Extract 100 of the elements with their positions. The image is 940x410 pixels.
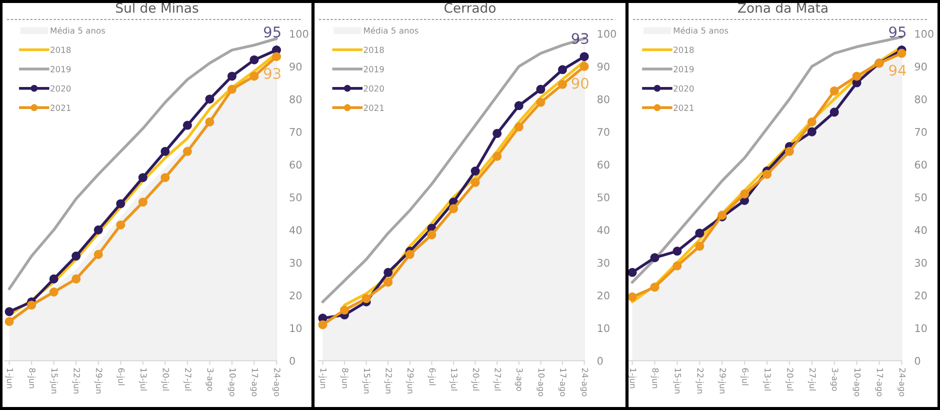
chart-title: Cerrado xyxy=(444,2,496,13)
x-tick-label: 3-ago xyxy=(206,368,214,391)
point xyxy=(405,250,414,259)
point xyxy=(784,146,794,156)
legend-label: 2019 xyxy=(364,66,384,72)
y-tick-label: 10 xyxy=(598,324,610,332)
x-tick-label: 15-jun xyxy=(362,368,370,394)
x-tick-label: 27-jul xyxy=(493,368,502,390)
point xyxy=(362,294,371,304)
point xyxy=(470,178,480,187)
x-tick-label: 3-ago xyxy=(514,368,523,391)
point xyxy=(852,72,862,81)
y-tick-label: 20 xyxy=(914,292,927,300)
point xyxy=(4,307,14,316)
y-tick-label: 50 xyxy=(915,193,927,202)
point xyxy=(672,261,682,270)
point xyxy=(650,253,660,262)
y-tick-label: 0 xyxy=(914,356,920,365)
point xyxy=(740,189,750,198)
x-tick-label: 1-jun xyxy=(628,368,636,388)
y-tick-label: 100 xyxy=(290,30,308,38)
point xyxy=(182,120,192,130)
x-tick-label: 27-jul xyxy=(183,368,192,390)
point xyxy=(672,246,682,256)
point xyxy=(427,230,436,240)
point xyxy=(116,199,126,208)
legend-label: Média 5 anos xyxy=(364,26,418,34)
legend-label: 2021 xyxy=(50,104,70,111)
point xyxy=(72,252,81,261)
y-tick-label: 40 xyxy=(290,226,302,234)
point xyxy=(27,300,36,310)
point xyxy=(807,117,816,127)
legend-label: Média 5 anos xyxy=(674,26,728,34)
chart-title: Sul de Minas xyxy=(116,2,198,13)
point xyxy=(536,84,546,94)
point xyxy=(514,122,524,132)
point xyxy=(205,117,214,127)
x-tick-label: 15-jun xyxy=(50,368,58,394)
y-tick-label: 70 xyxy=(915,128,927,136)
legend-label: 2018 xyxy=(50,46,71,53)
point xyxy=(340,306,350,315)
y-tick-label: 100 xyxy=(915,30,934,38)
x-tick-label: 3-ago xyxy=(830,368,838,391)
x-tick-label: 22-jun xyxy=(384,368,392,394)
legend-label: 2019 xyxy=(50,66,71,72)
x-tick-label: 13-jul xyxy=(762,368,772,390)
annotation: 90 xyxy=(572,78,588,89)
point xyxy=(830,86,839,96)
x-tick-label: 24-ago xyxy=(580,368,588,396)
point xyxy=(49,274,58,284)
y-tick-label: 0 xyxy=(597,356,603,365)
point xyxy=(138,173,148,182)
point xyxy=(492,128,502,138)
point xyxy=(650,282,660,292)
y-tick-label: 80 xyxy=(598,95,610,104)
x-tick-label: 24-ago xyxy=(272,368,280,396)
legend-label: 2018 xyxy=(364,46,384,53)
legend-label: 2020 xyxy=(674,85,694,92)
x-tick-label: 22-jun xyxy=(72,368,80,394)
point xyxy=(94,250,103,259)
x-tick-label: 29-jun xyxy=(94,368,102,394)
legend-label: 2020 xyxy=(364,85,384,92)
y-tick-label: 50 xyxy=(598,193,610,202)
x-tick-label: 8-jun xyxy=(340,368,349,388)
point xyxy=(830,108,839,117)
y-tick-label: 70 xyxy=(598,128,610,136)
y-tick-label: 40 xyxy=(914,226,927,234)
point xyxy=(384,278,393,287)
x-tick-label: 8-jun xyxy=(28,368,36,388)
point xyxy=(116,220,126,230)
point xyxy=(492,152,502,161)
point xyxy=(514,101,524,110)
x-tick-label: 6-jul xyxy=(740,368,749,386)
point xyxy=(318,320,328,330)
point xyxy=(807,127,816,136)
point xyxy=(470,166,480,176)
point xyxy=(49,288,58,297)
point xyxy=(695,228,704,238)
legend-label: 2018 xyxy=(674,46,694,53)
y-tick-label: 80 xyxy=(914,95,927,104)
x-tick-label: 15-jun xyxy=(673,368,682,394)
y-tick-label: 40 xyxy=(597,226,610,234)
y-tick-label: 90 xyxy=(290,62,302,71)
legend-label: 2019 xyxy=(674,66,694,72)
annotation: 93 xyxy=(264,68,280,79)
x-tick-label: 17-ago xyxy=(875,368,884,396)
point xyxy=(94,225,103,234)
x-tick-label: 13-jul xyxy=(449,368,458,390)
y-tick-label: 60 xyxy=(598,160,610,169)
x-tick-label: 22-jun xyxy=(696,368,704,394)
y-tick-label: 50 xyxy=(290,193,302,202)
y-tick-label: 10 xyxy=(915,324,927,332)
point xyxy=(536,98,546,107)
point xyxy=(558,65,568,74)
point xyxy=(558,80,568,89)
annotation: 95 xyxy=(264,26,280,38)
x-tick-label: 6-jul xyxy=(116,368,125,386)
y-tick-label: 90 xyxy=(597,62,610,71)
y-tick-label: 30 xyxy=(290,258,302,267)
point xyxy=(580,62,589,71)
